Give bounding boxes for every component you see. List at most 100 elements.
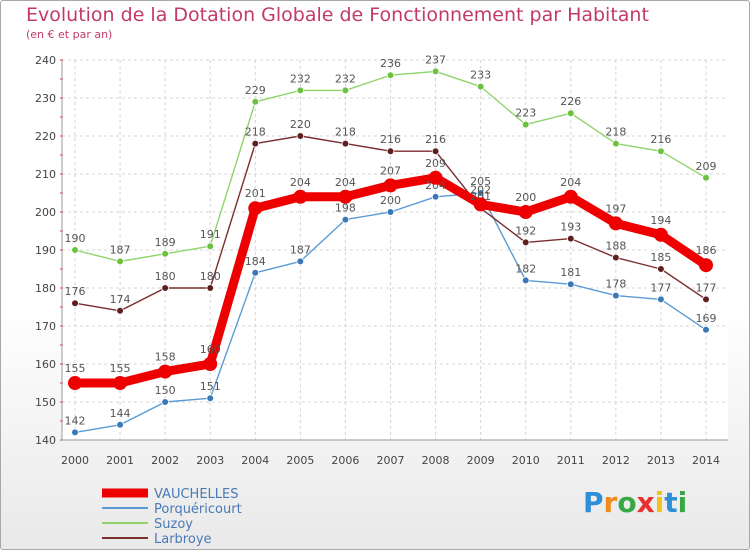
data-point-porquéricourt (116, 420, 124, 429)
logo-letter: i (654, 486, 665, 519)
data-label-porquéricourt: 198 (335, 202, 356, 215)
data-point-larbroye (521, 238, 530, 247)
legend-label-vauchelles: VAUCHELLES (154, 487, 239, 502)
y-tick-label: 230 (35, 92, 56, 105)
data-point-suzoy (161, 250, 169, 258)
data-label-porquéricourt: 142 (65, 414, 86, 427)
data-point-vauchelles (68, 376, 82, 390)
logo-letter: r (603, 486, 618, 519)
legend-label-larbroye: Larbroye (154, 532, 212, 547)
data-point-suzoy (657, 147, 665, 156)
x-tick-label: 2013 (647, 454, 675, 467)
x-tick-label: 2011 (557, 454, 585, 467)
proxiti-logo: Proxiti (583, 486, 687, 519)
data-label-vauchelles: 207 (380, 164, 401, 177)
data-label-vauchelles: 209 (425, 157, 446, 170)
data-label-suzoy: 187 (110, 243, 131, 256)
data-point-larbroye (702, 295, 710, 304)
data-label-larbroye: 218 (335, 126, 356, 139)
chart-title: Evolution de la Dotation Globale de Fonc… (26, 4, 649, 26)
data-label-suzoy: 229 (245, 84, 266, 97)
data-point-suzoy (702, 174, 710, 182)
data-point-suzoy (341, 86, 350, 95)
data-point-vauchelles (383, 178, 398, 193)
data-label-larbroye: 192 (515, 224, 536, 237)
data-label-suzoy: 223 (515, 107, 536, 120)
data-label-vauchelles: 204 (560, 176, 581, 189)
logo-letter: x (636, 486, 655, 519)
data-point-porquéricourt (476, 189, 485, 197)
x-tick-label: 2007 (377, 454, 405, 467)
data-label-porquéricourt: 144 (110, 407, 131, 420)
y-tick-label: 170 (35, 320, 56, 333)
data-label-suzoy: 209 (696, 160, 717, 173)
data-label-porquéricourt: 150 (155, 384, 176, 397)
x-tick-label: 2014 (692, 454, 720, 467)
data-label-suzoy: 191 (200, 228, 221, 241)
x-tick-label: 2003 (196, 454, 224, 467)
data-label-suzoy: 232 (290, 72, 311, 85)
y-tick-label: 180 (35, 282, 56, 295)
data-point-porquéricourt (657, 295, 665, 304)
data-point-vauchelles (518, 205, 533, 219)
data-point-larbroye (71, 299, 79, 308)
y-tick-label: 190 (35, 244, 56, 257)
data-point-larbroye (296, 132, 305, 140)
data-label-larbroye: 193 (560, 221, 581, 234)
data-label-suzoy: 237 (425, 53, 446, 66)
data-label-vauchelles: 160 (200, 343, 221, 356)
y-tick-label: 150 (35, 396, 56, 409)
data-label-porquéricourt: 181 (560, 266, 581, 279)
x-tick-label: 2008 (422, 454, 450, 467)
data-label-vauchelles: 201 (245, 187, 266, 200)
data-point-larbroye (161, 284, 169, 292)
logo-letter: o (617, 486, 637, 519)
y-tick-label: 200 (35, 206, 56, 219)
data-label-larbroye: 176 (65, 285, 86, 298)
data-point-vauchelles (113, 376, 128, 390)
data-point-suzoy (566, 109, 575, 117)
data-point-suzoy (251, 98, 260, 106)
data-label-suzoy: 226 (560, 95, 581, 108)
data-label-vauchelles: 155 (65, 362, 86, 375)
legend-label-suzoy: Suzoy (154, 517, 193, 532)
data-label-suzoy: 218 (605, 126, 626, 139)
data-label-suzoy: 216 (650, 133, 671, 146)
data-point-porquéricourt (161, 398, 169, 406)
x-tick-label: 2010 (512, 454, 540, 467)
data-point-suzoy (386, 71, 395, 79)
data-point-vauchelles (293, 189, 308, 204)
data-label-vauchelles: 204 (290, 176, 311, 189)
data-point-vauchelles (428, 170, 443, 185)
data-point-larbroye (251, 139, 260, 148)
logo-letter: P (583, 486, 604, 519)
data-point-vauchelles (158, 364, 173, 379)
y-tick-label: 160 (35, 358, 56, 371)
y-tick-label: 240 (35, 54, 56, 67)
data-point-porquéricourt (341, 215, 350, 224)
x-tick-label: 2005 (286, 454, 314, 467)
data-label-larbroye: 180 (155, 270, 176, 283)
data-point-vauchelles (473, 197, 488, 212)
data-label-larbroye: 220 (290, 118, 311, 131)
y-tick-label: 220 (35, 130, 56, 143)
data-label-porquéricourt: 205 (470, 175, 491, 188)
data-label-larbroye: 216 (425, 133, 446, 146)
data-point-suzoy (431, 67, 440, 76)
data-point-suzoy (612, 139, 620, 148)
logo-letter: i (677, 486, 688, 519)
data-point-vauchelles (338, 189, 353, 204)
data-point-larbroye (657, 265, 665, 273)
data-point-suzoy (116, 257, 124, 266)
data-point-suzoy (521, 120, 530, 129)
data-point-porquéricourt (566, 280, 575, 289)
x-tick-label: 2009 (467, 454, 495, 467)
data-point-vauchelles (608, 216, 623, 231)
x-tick-label: 2012 (602, 454, 630, 467)
x-tick-label: 2004 (241, 454, 269, 467)
data-label-vauchelles: 155 (110, 362, 131, 375)
data-label-vauchelles: 186 (696, 244, 717, 257)
data-label-suzoy: 233 (470, 69, 491, 82)
data-label-suzoy: 236 (380, 57, 401, 70)
data-label-vauchelles: 200 (515, 191, 536, 204)
